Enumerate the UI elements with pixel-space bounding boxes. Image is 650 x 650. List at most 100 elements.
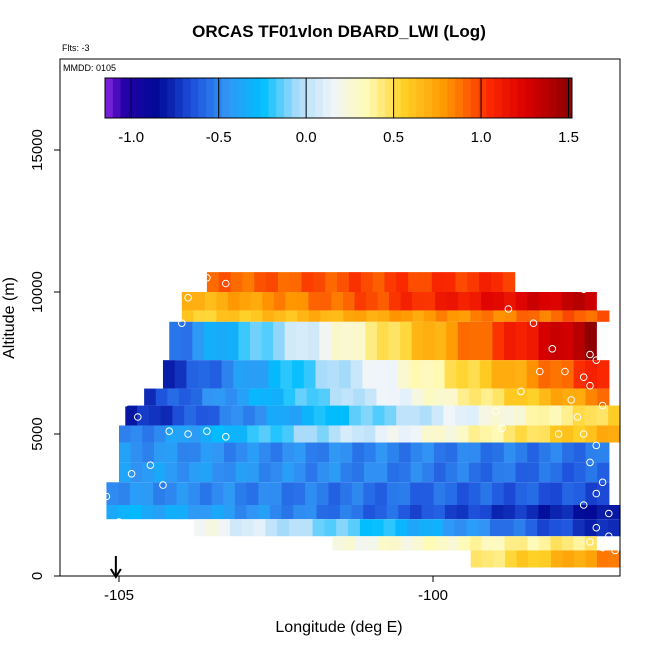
heatmap-cell (504, 310, 518, 322)
heatmap-cell (164, 482, 178, 505)
heatmap-cell (398, 482, 411, 505)
flight-point (586, 538, 594, 546)
heatmap-cell (359, 519, 373, 537)
colorbar-cell (392, 78, 402, 118)
heatmap-cell (395, 519, 408, 537)
heatmap-cell (470, 310, 483, 322)
x-tick-label: -100 (418, 587, 448, 604)
heatmap-cell (172, 405, 185, 426)
heatmap-cell (339, 505, 353, 520)
heatmap-cell (181, 310, 194, 322)
heatmap-cell (503, 505, 516, 520)
heatmap-cell (305, 482, 318, 505)
heatmap-cell (229, 519, 243, 537)
heatmap-cell (200, 462, 213, 483)
heatmap-cell (562, 482, 575, 505)
heatmap-cell (526, 425, 540, 443)
heatmap-cell (491, 360, 504, 389)
flight-point (127, 470, 136, 478)
flight-point (178, 319, 186, 328)
heatmap-cell (401, 536, 414, 551)
heatmap-cell (327, 360, 340, 389)
heatmap-cell (142, 442, 155, 463)
heatmap-cell (247, 442, 260, 463)
heatmap-cell (412, 292, 425, 311)
colorbar-cell (315, 78, 324, 118)
heatmap-cell (468, 462, 482, 483)
heatmap-cell (176, 505, 189, 520)
heatmap-cell (194, 519, 207, 537)
flight-point (592, 489, 601, 498)
heatmap-cell (216, 292, 229, 311)
heatmap-cell (304, 505, 318, 520)
colorbar-cell (120, 78, 129, 118)
heatmap-cell (118, 505, 131, 520)
heatmap-cell (360, 405, 374, 426)
heatmap-cell (153, 425, 167, 443)
heatmap-cell (243, 405, 256, 426)
colorbar-cell (494, 78, 503, 118)
heatmap-cell (457, 388, 471, 406)
heatmap-cell (270, 462, 283, 483)
heatmap-cell (305, 462, 318, 483)
heatmap-cell (505, 550, 518, 568)
arrow-head (110, 568, 122, 579)
heatmap-cell (538, 360, 551, 389)
heatmap-cell (225, 388, 238, 406)
x-axis: -105 -100 (104, 576, 448, 604)
heatmap-cell (190, 388, 203, 406)
colorbar-cell (338, 78, 347, 118)
heatmap-cell (355, 536, 368, 551)
flight-point (102, 438, 111, 447)
heatmap-cell (301, 405, 315, 426)
heatmap-cell (273, 321, 286, 361)
heatmap-cell (513, 405, 527, 426)
heatmap-cell (363, 462, 377, 483)
heatmap-cell (328, 482, 341, 505)
heatmap-cell (360, 272, 374, 292)
y-tick-label: 5000 (29, 417, 46, 450)
heatmap-cell (258, 505, 271, 520)
heatmap-cell (268, 360, 281, 389)
heatmap-cell (212, 442, 225, 463)
heatmap-cell (597, 442, 610, 463)
colorbar-cell (556, 78, 565, 118)
flight-point (498, 424, 506, 433)
heatmap-cell (608, 519, 621, 537)
flight-points (71, 274, 619, 555)
heatmap-cell (492, 388, 505, 406)
heatmap-cell (480, 442, 493, 463)
heatmap-cell (480, 462, 493, 483)
heatmap-cell (316, 482, 330, 505)
heatmap-cell (387, 442, 400, 463)
heatmap-cell (389, 292, 402, 311)
heatmap-cell (431, 405, 444, 426)
heatmap-cell (447, 310, 460, 322)
colorbar-cell (486, 78, 495, 118)
flight-point (579, 430, 588, 438)
colorbar-cell (385, 78, 394, 118)
heatmap-cell (349, 405, 362, 426)
heatmap-cell (277, 272, 291, 292)
heatmap-cell (492, 482, 505, 505)
heatmap-cell (235, 425, 248, 443)
heatmap-cell (337, 272, 350, 292)
heatmap-cell (574, 310, 587, 322)
flight-point (184, 293, 192, 302)
flight-point (598, 478, 607, 487)
heatmap-cell (119, 425, 132, 443)
heatmap-cell (254, 405, 268, 426)
heatmap-cell (478, 519, 491, 537)
heatmap-cell (193, 292, 206, 311)
heatmap-cell (539, 310, 552, 322)
flight-point (115, 518, 123, 526)
flight-point (586, 350, 594, 359)
heatmap-cell (235, 462, 248, 483)
colorbar-tick-label: 0.0 (296, 129, 317, 146)
heatmap-cell (398, 462, 412, 483)
heatmap-cell (515, 321, 528, 361)
heatmap-cell (262, 310, 275, 322)
heatmap-cell (386, 505, 399, 520)
heatmap-cell (188, 505, 201, 520)
heatmap-cell (308, 310, 321, 322)
